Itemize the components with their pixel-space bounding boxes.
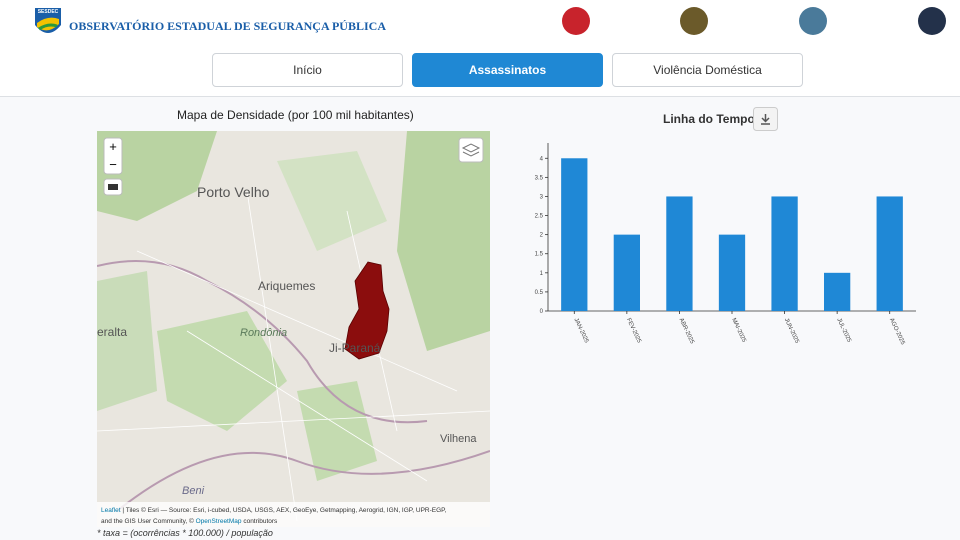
badge xyxy=(562,7,590,35)
zoom-out[interactable]: − xyxy=(109,157,117,172)
layers-icon xyxy=(461,143,481,157)
y-tick-label: 2.5 xyxy=(535,214,544,220)
layers-button[interactable] xyxy=(458,137,484,163)
bar xyxy=(771,196,798,311)
x-tick-label: ABR-2025 xyxy=(678,317,695,345)
place-label: Ji-Paraná xyxy=(329,341,381,355)
badge xyxy=(680,7,708,35)
logo-text: SESDEC xyxy=(38,9,59,15)
attribution: Leaflet | Tiles © Esri — Source: Esri, i… xyxy=(101,506,447,514)
nav-tab[interactable]: Violência Doméstica xyxy=(612,53,803,87)
badge xyxy=(799,7,827,35)
x-tick-label: MAI-2025 xyxy=(730,317,747,344)
y-tick-label: 1.5 xyxy=(535,252,544,258)
bar xyxy=(876,196,903,311)
y-tick-label: 0.5 xyxy=(535,290,544,296)
place-label: Beni xyxy=(182,485,205,497)
bar xyxy=(824,272,851,311)
bar xyxy=(666,196,693,311)
footnote: * taxa = (ocorrências * 100.000) / popul… xyxy=(97,528,273,538)
chart-title: Linha do Tempo xyxy=(663,112,755,126)
header: SESDEC OBSERVATÓRIO ESTADUAL DE SEGURANÇ… xyxy=(0,0,960,97)
y-tick-label: 1 xyxy=(540,271,544,277)
y-tick-label: 3.5 xyxy=(535,175,544,181)
attribution: and the GIS User Community, © OpenStreet… xyxy=(101,517,278,525)
bar-chart: 0 0.5 1 1.5 2 2.5 3 3.5 4 JAN-2025 FEV-2025 ABR-202… xyxy=(535,143,916,346)
map[interactable]: Porto Velho Ariquemes Rondônia Ji-Paraná… xyxy=(97,131,490,527)
download-button[interactable] xyxy=(753,107,778,131)
y-tick-label: 3 xyxy=(540,194,544,200)
place-label: Porto Velho xyxy=(197,184,270,200)
y-tick-label: 0 xyxy=(540,309,544,315)
x-tick-label: JAN-2025 xyxy=(572,317,589,344)
attribution-bg xyxy=(97,502,490,527)
place-label: Rondônia xyxy=(240,327,287,339)
map-title: Mapa de Densidade (por 100 mil habitante… xyxy=(177,108,414,122)
place-label: Vilhena xyxy=(440,433,477,445)
zoom-control[interactable] xyxy=(103,137,123,175)
x-tick-label: AGO-2025 xyxy=(888,317,906,346)
bar xyxy=(613,234,640,311)
bar xyxy=(561,158,588,311)
x-tick-label: JUN-2025 xyxy=(783,317,800,345)
nav-tab[interactable]: Assassinatos xyxy=(412,53,603,87)
place-label: eralta xyxy=(97,325,127,339)
print-icon xyxy=(108,184,118,190)
logo: SESDEC xyxy=(35,8,61,33)
site-title: OBSERVATÓRIO ESTADUAL DE SEGURANÇA PÚBLI… xyxy=(69,19,386,33)
x-tick-label: JUL-2025 xyxy=(835,317,852,344)
place-label: Ariquemes xyxy=(258,279,315,293)
zoom-in[interactable]: + xyxy=(109,139,117,154)
x-tick-label: FEV-2025 xyxy=(625,317,642,344)
bar xyxy=(718,234,746,311)
badge xyxy=(918,7,946,35)
nav-tab[interactable]: Início xyxy=(212,53,403,87)
y-tick-label: 4 xyxy=(540,156,544,162)
y-tick-label: 2 xyxy=(540,233,544,239)
